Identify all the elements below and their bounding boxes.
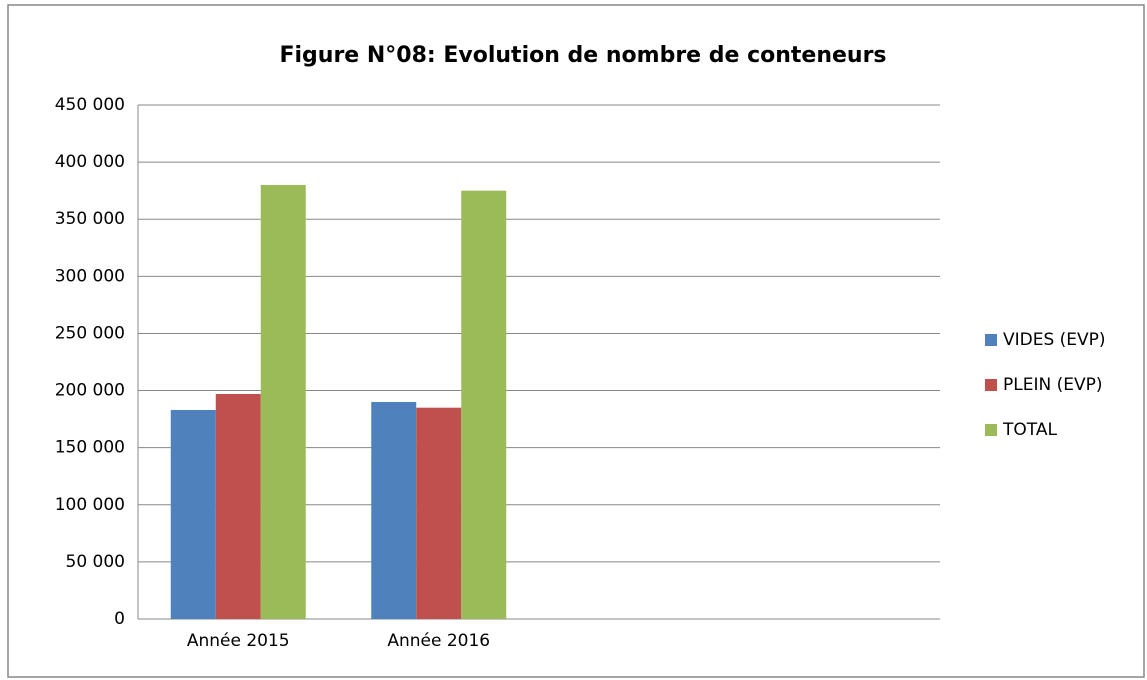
bar xyxy=(215,393,261,619)
legend-swatch xyxy=(985,379,997,391)
y-tick-label: 250 000 xyxy=(55,323,125,343)
y-tick-label: 300 000 xyxy=(55,266,125,286)
y-tick-label: 100 000 xyxy=(55,495,125,515)
y-tick-label: 150 000 xyxy=(55,438,125,458)
bar xyxy=(260,184,306,619)
y-tick-label: 350 000 xyxy=(55,209,125,229)
y-tick-label: 400 000 xyxy=(55,152,125,172)
bar xyxy=(371,401,417,619)
legend-label: VIDES (EVP) xyxy=(1003,330,1106,350)
legend-swatch xyxy=(985,334,997,346)
legend-label: TOTAL xyxy=(1002,420,1057,440)
bar xyxy=(170,409,216,619)
x-tick-label: Année 2016 xyxy=(387,631,490,651)
x-tick-label: Année 2015 xyxy=(187,631,290,651)
legend-label: PLEIN (EVP) xyxy=(1003,375,1103,395)
y-tick-label: 450 000 xyxy=(55,95,125,115)
bar xyxy=(416,407,462,619)
legend-swatch xyxy=(985,424,997,436)
y-tick-label: 200 000 xyxy=(55,381,125,401)
chart-title: Figure N°08: Evolution de nombre de cont… xyxy=(279,43,886,68)
y-tick-label: 0 xyxy=(114,609,125,629)
y-tick-label: 50 000 xyxy=(66,552,125,572)
bar xyxy=(461,190,507,619)
